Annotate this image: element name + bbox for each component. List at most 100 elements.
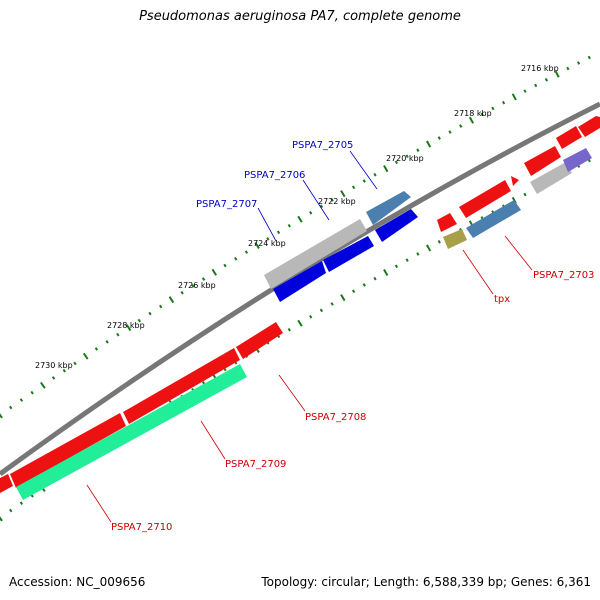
outer-tick-21 xyxy=(223,263,227,268)
inner-tick-36 xyxy=(383,268,389,277)
gene-label-2710[interactable]: PSPA7_2710 xyxy=(111,522,172,533)
gene-2709-arrow[interactable] xyxy=(16,364,247,500)
outer-tick-45 xyxy=(480,112,484,117)
inner-tick-28 xyxy=(297,319,303,327)
outer-tick-53 xyxy=(566,66,570,71)
outer-tick-12 xyxy=(125,324,132,332)
outer-tick-19 xyxy=(201,277,206,281)
gene-label-2707[interactable]: PSPA7_2707 xyxy=(196,199,257,210)
gene-red-upper-1[interactable] xyxy=(437,213,457,232)
outer-tick-31 xyxy=(330,198,334,202)
gene-red-long-2[interactable] xyxy=(10,413,126,488)
outer-tick-18 xyxy=(191,284,195,288)
outer-tick-2 xyxy=(19,398,24,402)
gene-blue-arrow-2[interactable] xyxy=(323,236,374,272)
outer-tick-20 xyxy=(211,268,218,276)
gene-2707-arrow[interactable] xyxy=(264,219,367,289)
connector-2708 xyxy=(278,374,306,412)
outer-tick-17 xyxy=(180,290,184,295)
gene-blue-arrow[interactable] xyxy=(273,261,326,302)
topology-label: Topology: circular; Length: 6,588,339 bp… xyxy=(261,575,591,589)
outer-tick-16 xyxy=(168,296,175,304)
inner-tick-41 xyxy=(437,240,441,244)
gene-red-upper-4[interactable] xyxy=(524,146,561,176)
outer-tick-4 xyxy=(40,381,46,389)
gene-label-tpx[interactable]: tpx xyxy=(494,294,510,305)
outer-tick-1 xyxy=(9,405,13,410)
gene-2703-arrow[interactable] xyxy=(466,200,521,238)
outer-tick-9 xyxy=(94,347,99,351)
gene-label-2703[interactable]: PSPA7_2703 xyxy=(533,270,594,281)
connector-2707 xyxy=(257,207,277,242)
outer-tick-36 xyxy=(383,165,389,173)
gene-labels: PSPA7_2705 PSPA7_2706 PSPA7_2707 PSPA7_2… xyxy=(111,140,594,533)
gene-label-2708[interactable]: PSPA7_2708 xyxy=(305,412,366,423)
outer-tick-15 xyxy=(159,304,163,309)
tick-label-2730: 2730 kbp xyxy=(35,361,73,370)
gene-label-2705[interactable]: PSPA7_2705 xyxy=(292,140,353,151)
outer-tick-0 xyxy=(0,413,3,419)
outer-tick-27 xyxy=(287,223,291,228)
genome-backbone xyxy=(0,101,600,477)
outer-tick-11 xyxy=(116,332,120,337)
outer-tick-42 xyxy=(448,130,452,134)
outer-tick-24 xyxy=(254,241,260,249)
inner-tick-38 xyxy=(405,258,409,262)
outer-tick-30 xyxy=(319,204,324,209)
gene-2705-arrow[interactable] xyxy=(366,191,411,225)
outer-tick-51 xyxy=(544,77,549,82)
outer-tick-5 xyxy=(51,376,56,380)
gene-violet-upper[interactable] xyxy=(563,148,592,172)
outer-tick-35 xyxy=(373,172,377,177)
gene-red-left[interactable] xyxy=(0,474,13,493)
tick-label-2724: 2724 kbp xyxy=(248,239,286,248)
outer-tick-14 xyxy=(148,311,152,316)
gene-label-2706[interactable]: PSPA7_2706 xyxy=(244,170,305,181)
inner-tick-40 xyxy=(425,244,432,252)
gene-tpx-arrow[interactable] xyxy=(443,229,467,249)
outer-tick-8 xyxy=(82,352,89,360)
outer-tick-38 xyxy=(405,154,409,159)
outer-tick-29 xyxy=(309,210,313,215)
tick-label-2720: 2720 kbp xyxy=(386,154,424,163)
outer-tick-10 xyxy=(105,340,109,344)
outer-tick-23 xyxy=(244,250,249,254)
inner-tick-31 xyxy=(330,302,334,306)
inner-tick-29 xyxy=(309,314,313,319)
gene-red-upper-5[interactable] xyxy=(556,126,582,149)
tick-label-2728: 2728 kbp xyxy=(107,321,145,330)
gene-red-long-1[interactable] xyxy=(123,348,240,424)
tick-labels: 2716 kbp 2718 kbp 2720 kbp 2722 kbp 2724… xyxy=(35,64,559,370)
inner-tick-32 xyxy=(340,294,346,302)
gene-grey-upper[interactable] xyxy=(530,162,572,194)
outer-tick-7 xyxy=(73,361,77,366)
outer-tick-33 xyxy=(351,185,356,190)
tick-label-2718: 2718 kbp xyxy=(454,109,492,118)
tick-label-2716: 2716 kbp xyxy=(521,64,559,73)
connector-2706 xyxy=(302,179,330,221)
connector-2710 xyxy=(86,484,112,523)
gene-red-upper-3[interactable] xyxy=(511,176,519,186)
inner-tick-33 xyxy=(351,289,356,294)
gene-2708-arrow[interactable] xyxy=(236,322,283,359)
outer-tick-41 xyxy=(437,136,441,140)
inner-tick-37 xyxy=(394,264,399,269)
outer-tick-26 xyxy=(276,230,281,235)
inner-tick-34 xyxy=(362,283,366,287)
tick-label-2726: 2726 kbp xyxy=(178,281,216,290)
outer-tick-50 xyxy=(534,83,538,88)
tick-label-2722: 2722 kbp xyxy=(318,197,356,206)
connector-tpx xyxy=(462,249,494,295)
map-title: Pseudomonas aeruginosa PA7, complete gen… xyxy=(139,9,461,24)
gene-label-2709[interactable]: PSPA7_2709 xyxy=(225,459,286,470)
gene-red-upper-6[interactable] xyxy=(578,116,600,137)
outer-tick-6 xyxy=(62,368,66,373)
outer-tick-46 xyxy=(491,106,495,111)
gene-2706-arrow[interactable] xyxy=(375,209,418,242)
gene-red-upper-2[interactable] xyxy=(459,180,511,218)
outer-tick-49 xyxy=(523,89,527,93)
genes-forward xyxy=(0,116,600,500)
accession-label: Accession: NC_009656 xyxy=(9,575,146,589)
outer-tick-28 xyxy=(297,215,303,223)
connector-2709 xyxy=(200,420,226,460)
